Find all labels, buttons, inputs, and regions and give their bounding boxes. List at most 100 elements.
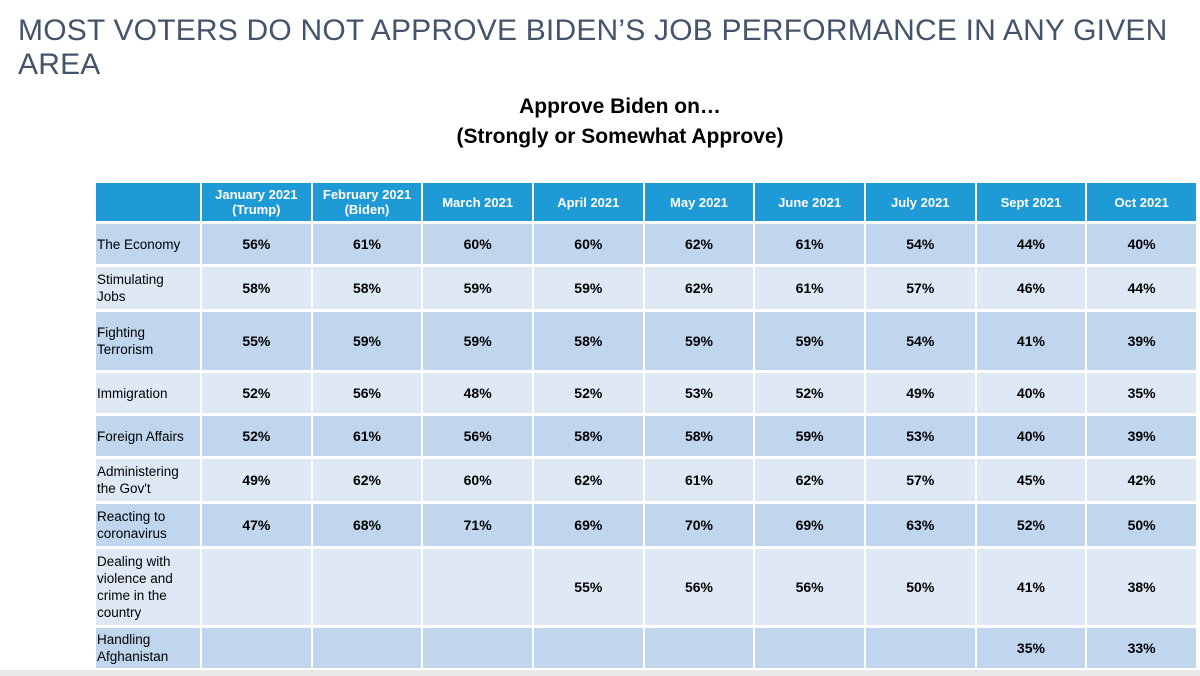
value-cell: 59% bbox=[533, 267, 643, 309]
value-cell: 62% bbox=[312, 459, 422, 501]
row-label-line: crime in the bbox=[97, 588, 167, 603]
column-header-label: Sept 2021 bbox=[1000, 194, 1062, 210]
value-cell: 52% bbox=[755, 373, 864, 413]
value-cell: 62% bbox=[533, 459, 643, 501]
value-cell bbox=[202, 549, 311, 625]
row-label-line: country bbox=[97, 605, 142, 620]
row-label: Reacting to coronavirus bbox=[96, 504, 200, 546]
value-cell: 62% bbox=[644, 267, 754, 309]
value-cell: 61% bbox=[644, 459, 754, 501]
value-cell bbox=[202, 628, 311, 668]
row-label: Handling Afghanistan bbox=[96, 628, 200, 668]
row-label: Administering the Gov't bbox=[96, 459, 200, 501]
column-header: March 2021 bbox=[423, 183, 532, 221]
row-label-line: Foreign Affairs bbox=[97, 428, 184, 444]
table-row: Dealing with violence and crime in the coun… bbox=[96, 549, 1196, 625]
value-cell: 59% bbox=[755, 312, 864, 370]
value-cell bbox=[423, 549, 532, 625]
value-cell: 47% bbox=[202, 504, 311, 546]
column-header-label: January 2021 bbox=[215, 187, 298, 202]
table-row: Administering the Gov't 49% 62% 60% 62% 61% 62%… bbox=[96, 459, 1196, 501]
row-label-line: Afghanistan bbox=[97, 649, 169, 664]
headline: MOST VOTERS DO NOT APPROVE BIDEN’S JOB P… bbox=[18, 14, 1168, 81]
value-cell: 57% bbox=[865, 459, 975, 501]
value-cell: 39% bbox=[1087, 416, 1196, 456]
value-cell: 53% bbox=[644, 373, 754, 413]
value-cell: 52% bbox=[976, 504, 1086, 546]
column-header-sublabel: (Biden) bbox=[344, 202, 390, 217]
value-cell: 56% bbox=[644, 549, 754, 625]
value-cell: 33% bbox=[1087, 628, 1196, 668]
value-cell: 40% bbox=[1087, 224, 1196, 264]
value-cell: 45% bbox=[976, 459, 1086, 501]
value-cell: 50% bbox=[1087, 504, 1196, 546]
column-header-label: April 2021 bbox=[557, 194, 620, 210]
column-header-label: Oct 2021 bbox=[1114, 194, 1169, 210]
row-label-line: Terrorism bbox=[97, 342, 154, 357]
header-corner bbox=[96, 183, 200, 221]
column-header: February 2021 (Biden) bbox=[312, 183, 422, 221]
value-cell: 58% bbox=[202, 267, 311, 309]
bottom-rule bbox=[0, 670, 1200, 676]
chart-title-main: Approve Biden on… bbox=[519, 95, 721, 118]
row-label: Foreign Affairs bbox=[96, 416, 200, 456]
value-cell: 52% bbox=[202, 416, 311, 456]
value-cell bbox=[423, 628, 532, 668]
value-cell: 56% bbox=[423, 416, 532, 456]
row-label: Fighting Terrorism bbox=[96, 312, 200, 370]
value-cell: 41% bbox=[976, 312, 1086, 370]
value-cell: 63% bbox=[865, 504, 975, 546]
value-cell bbox=[312, 549, 422, 625]
row-label-line: Jobs bbox=[97, 289, 126, 304]
column-header-label: July 2021 bbox=[890, 194, 950, 210]
row-label-line: Fighting bbox=[97, 325, 146, 340]
row-label: Dealing with violence and crime in the coun… bbox=[96, 549, 200, 625]
table-row: Handling Afghanistan 35% 33% bbox=[96, 628, 1196, 668]
value-cell: 59% bbox=[755, 416, 864, 456]
value-cell: 54% bbox=[865, 312, 975, 370]
column-header-label: June 2021 bbox=[778, 194, 842, 210]
value-cell: 52% bbox=[202, 373, 311, 413]
value-cell: 49% bbox=[202, 459, 311, 501]
chart-subtitle: (Strongly or Somewhat Approve) bbox=[456, 125, 784, 148]
value-cell: 59% bbox=[423, 312, 532, 370]
value-cell: 61% bbox=[312, 416, 422, 456]
row-label-line: Stimulating bbox=[97, 272, 164, 287]
row-label-line: Handling bbox=[97, 632, 151, 647]
value-cell bbox=[865, 628, 975, 668]
column-header: Sept 2021 bbox=[976, 183, 1086, 221]
value-cell: 40% bbox=[976, 373, 1086, 413]
column-header: January 2021 (Trump) bbox=[202, 183, 311, 221]
value-cell: 41% bbox=[976, 549, 1086, 625]
value-cell: 69% bbox=[533, 504, 643, 546]
column-header: May 2021 bbox=[644, 183, 754, 221]
column-header-sublabel: (Trump) bbox=[232, 202, 281, 217]
value-cell: 42% bbox=[1087, 459, 1196, 501]
value-cell: 57% bbox=[865, 267, 975, 309]
value-cell: 39% bbox=[1087, 312, 1196, 370]
table-row: Immigration 52% 56% 48% 52% 53% 52% 49% 40% 35% bbox=[96, 373, 1196, 413]
column-header-label: May 2021 bbox=[670, 194, 728, 210]
row-label: Stimulating Jobs bbox=[96, 267, 200, 309]
value-cell: 40% bbox=[976, 416, 1086, 456]
approval-table: January 2021 (Trump) February 2021 (Biden) M… bbox=[94, 180, 1198, 671]
row-label: The Economy bbox=[96, 224, 200, 264]
value-cell: 70% bbox=[644, 504, 754, 546]
table-row: Foreign Affairs 52% 61% 56% 58% 58% 59% 53% 40% 3… bbox=[96, 416, 1196, 456]
column-header: Oct 2021 bbox=[1087, 183, 1196, 221]
row-label: Immigration bbox=[96, 373, 200, 413]
table-row: The Economy 56% 61% 60% 60% 62% 61% 54% 44% 40% bbox=[96, 224, 1196, 264]
value-cell: 48% bbox=[423, 373, 532, 413]
row-label-line: the Gov't bbox=[97, 481, 151, 496]
value-cell bbox=[533, 628, 643, 668]
value-cell: 55% bbox=[533, 549, 643, 625]
row-label-line: Reacting to bbox=[97, 509, 166, 524]
value-cell: 59% bbox=[644, 312, 754, 370]
row-label-line: violence and bbox=[97, 571, 173, 586]
value-cell bbox=[755, 628, 864, 668]
chart-title: Approve Biden on… (Strongly or Somewhat … bbox=[0, 92, 1200, 152]
value-cell: 58% bbox=[644, 416, 754, 456]
header-row: January 2021 (Trump) February 2021 (Biden) M… bbox=[96, 183, 1196, 221]
value-cell: 56% bbox=[202, 224, 311, 264]
value-cell: 58% bbox=[533, 312, 643, 370]
